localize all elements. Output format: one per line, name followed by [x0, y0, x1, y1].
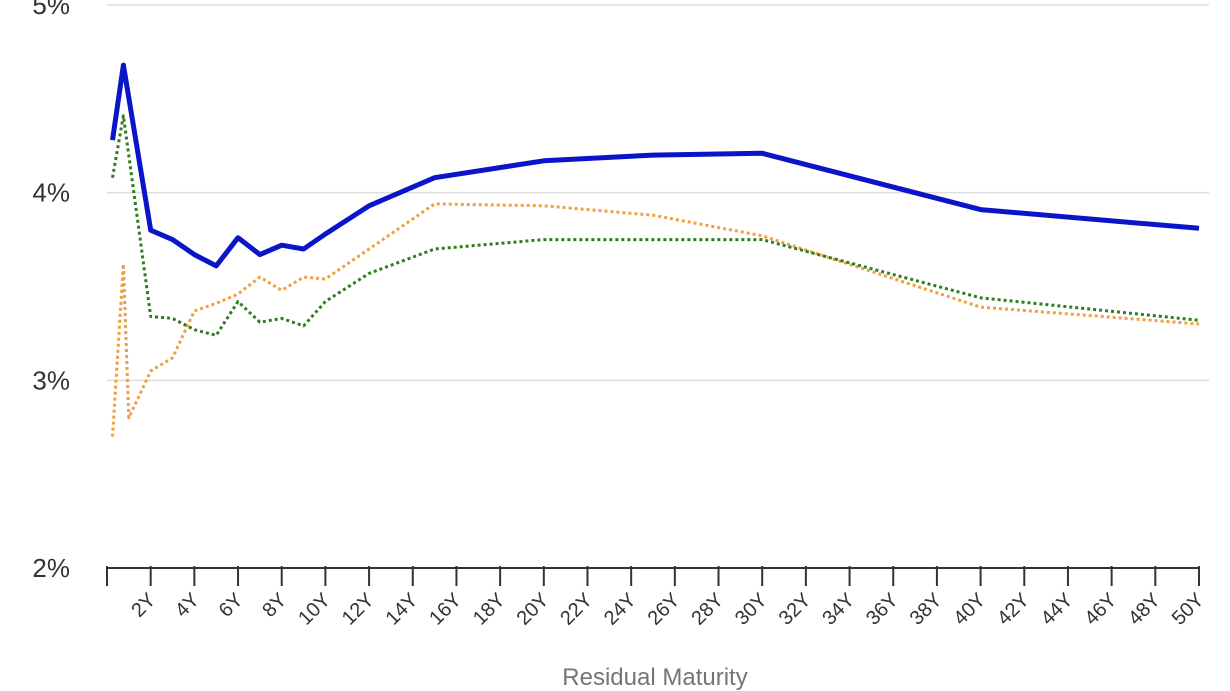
x-tick-label: 12Y: [338, 589, 379, 630]
x-tick-label: 2Y: [127, 589, 160, 622]
series-lines: [110, 62, 1200, 437]
x-tick-label: 38Y: [906, 589, 947, 630]
x-tick-label: 28Y: [687, 589, 728, 630]
y-tick-label: 5%: [32, 0, 70, 20]
x-tick-label: 32Y: [775, 589, 816, 630]
gridlines: [107, 4, 1209, 382]
x-tick-label: 4Y: [171, 589, 204, 622]
x-tick-label: 42Y: [993, 589, 1034, 630]
x-axis: [106, 566, 1200, 586]
x-tick-label: 40Y: [949, 589, 990, 630]
y-axis-tick-labels: 2% 3% 4% 5%: [32, 0, 70, 583]
y-tick-label: 2%: [32, 553, 70, 583]
x-tick-label: 46Y: [1080, 589, 1121, 630]
x-tick-label: 24Y: [600, 589, 641, 630]
x-tick-label: 18Y: [469, 589, 510, 630]
x-tick-label: 8Y: [258, 589, 291, 622]
series-line-3: [111, 114, 1200, 337]
x-tick-label: 20Y: [513, 589, 554, 630]
x-tick-label: 10Y: [294, 589, 335, 630]
series-line-2: [111, 202, 1200, 437]
x-tick-label: 16Y: [425, 589, 466, 630]
x-tick-label: 36Y: [862, 589, 903, 630]
x-tick-label: 6Y: [215, 589, 248, 622]
x-tick-label: 48Y: [1124, 589, 1165, 630]
x-axis-tick-labels: 2Y 4Y 6Y 8Y 10Y 12Y 14Y 16Y 18Y 20Y 22Y 24Y 26Y 28Y 30…: [127, 589, 1208, 630]
x-tick-label: 14Y: [382, 589, 423, 630]
x-tick-label: 44Y: [1037, 589, 1078, 630]
x-axis-title: Residual Maturity: [562, 664, 747, 691]
x-tick-label: 26Y: [644, 589, 685, 630]
y-tick-label: 3%: [32, 365, 70, 395]
y-tick-label: 4%: [32, 178, 70, 208]
x-tick-label: 50Y: [1168, 589, 1209, 630]
series-line-1: [110, 62, 1200, 269]
x-tick-label: 22Y: [556, 589, 597, 630]
x-tick-label: 30Y: [731, 589, 772, 630]
x-tick-label: 34Y: [818, 589, 859, 630]
